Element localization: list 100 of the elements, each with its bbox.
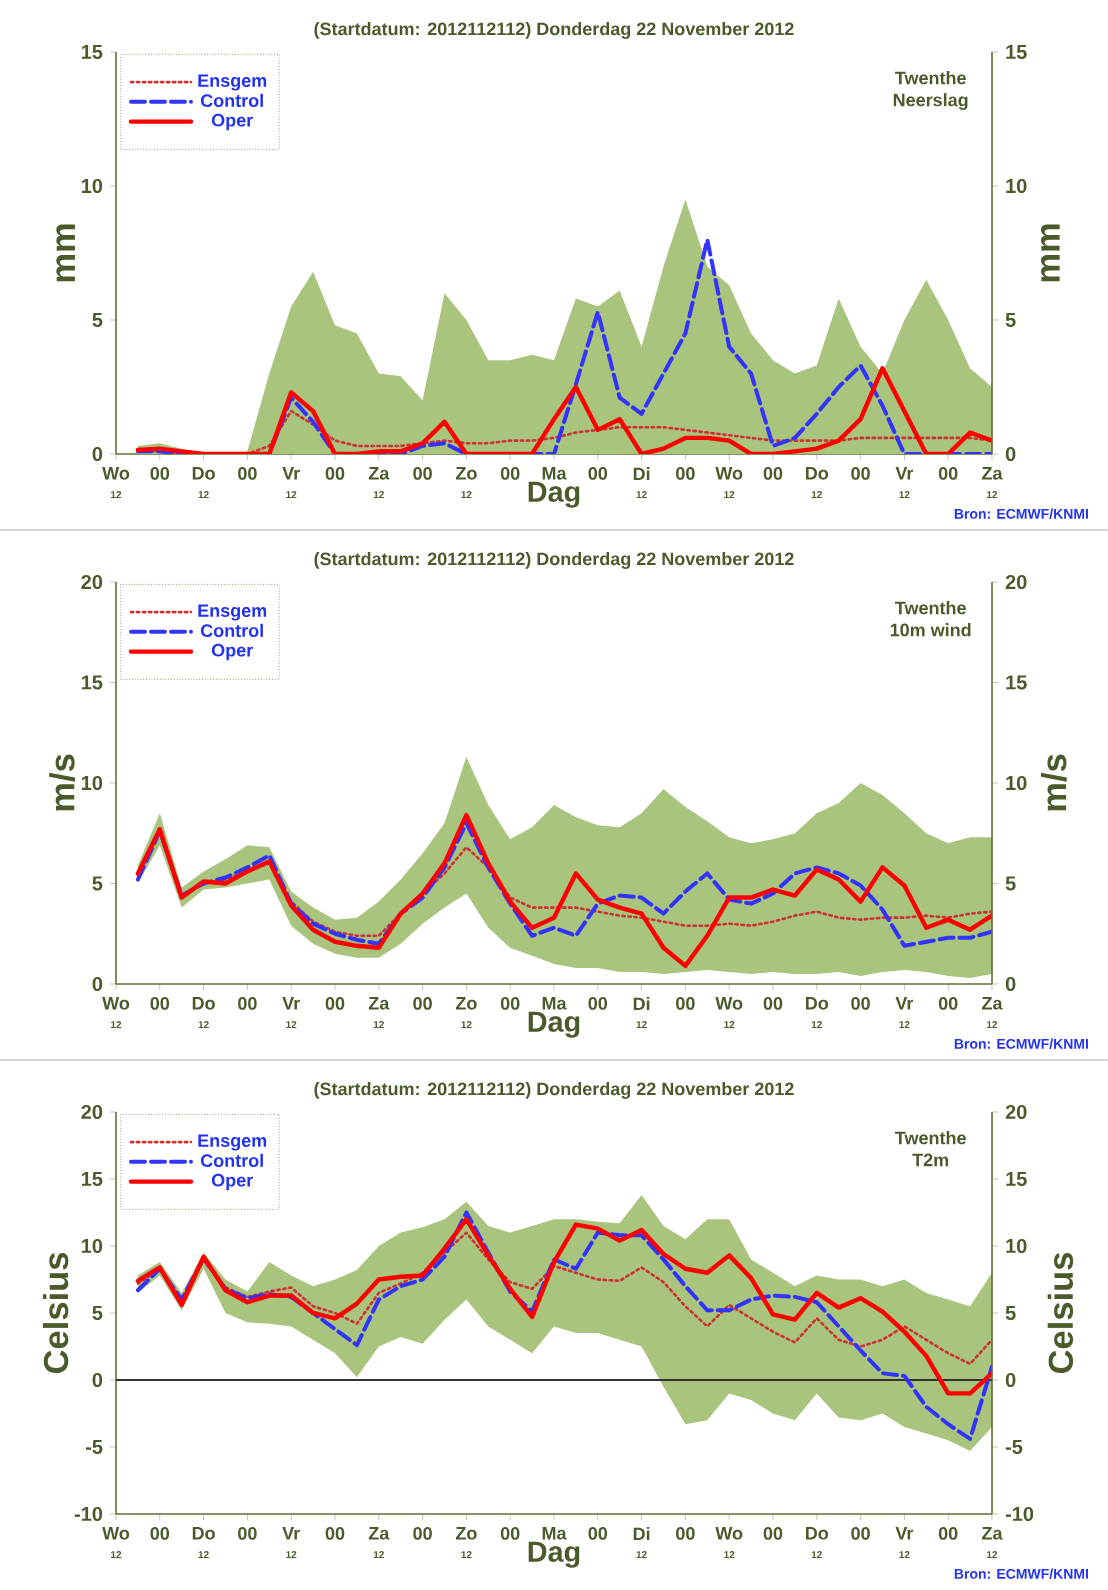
line-series (135, 812, 992, 969)
y-axis-title: Celsius (42, 1252, 69, 1374)
annotation: Twenthe (895, 71, 966, 85)
x-axis-title: Dag (528, 481, 580, 508)
x-tick-label: 00 (588, 1527, 608, 1540)
x-tick-label: 00 (413, 1527, 432, 1540)
x-tick-label: Do (805, 1527, 829, 1540)
y-tick-label: 15 (81, 1172, 103, 1186)
y2-tick-label: -10 (1005, 1506, 1034, 1522)
annotation: Twenthe (895, 601, 966, 615)
y-tick-label: 5 (92, 876, 103, 891)
y-axis-title: m/s (49, 754, 75, 811)
x-tick-label: Wo (102, 467, 130, 480)
x-tick-label: Wo (715, 997, 743, 1010)
y2-tick-label: 5 (1005, 1306, 1016, 1320)
y2-tick-label: 15 (1006, 45, 1027, 59)
y-axis-title: mm (56, 224, 75, 282)
legend-label: Ensgem (198, 604, 267, 621)
chart-title: (Startdatum: 2012112112) Donderdag 22 November 2012 (314, 552, 794, 569)
x-tick-label: 00 (150, 467, 170, 480)
x-tick-label: 00 (938, 467, 958, 480)
x-tick-label: 00 (325, 997, 345, 1010)
annotation: Neerslag (893, 93, 968, 110)
y-tick-label: -5 (85, 1439, 103, 1454)
y-tick-label: 20 (81, 1104, 103, 1120)
legend-label: Ensgem (198, 1134, 267, 1151)
x-tick-label: 00 (763, 1527, 783, 1540)
x-tick-label: Za (982, 997, 1003, 1010)
x-tick-label: Vr (282, 467, 300, 480)
x-tick-label: 00 (500, 997, 520, 1010)
x-tick-label: Vr (895, 1527, 914, 1540)
y-tick-label: -10 (74, 1506, 103, 1522)
y2-axis-title: m/s (1041, 754, 1067, 811)
x-tick-label: Do (192, 1527, 215, 1540)
y-tick-label: 0 (92, 446, 103, 462)
x-tick-label: Ma (542, 467, 567, 480)
x-tick-label: Zo (455, 1527, 477, 1540)
x-tick-label: Vr (895, 997, 914, 1010)
legend-label: Oper (211, 1173, 253, 1191)
x-tick-label: 00 (938, 997, 958, 1010)
x-tick-label: Za (982, 1527, 1003, 1540)
y-tick-label: 5 (92, 313, 103, 327)
chart-title: (Startdatum: 2012112112) Donderdag 22 November 2012 (314, 1082, 794, 1099)
x-axis-title: Dag (528, 1011, 580, 1038)
x-tick-label: 00 (500, 467, 520, 480)
y2-tick-label: 10 (1006, 178, 1027, 194)
y2-tick-label: 15 (1006, 675, 1027, 690)
legend-label: Control (200, 93, 263, 108)
y2-tick-label: 0 (1005, 1372, 1016, 1388)
x-tick-label: Zo (455, 467, 477, 480)
legend-label: Oper (211, 643, 253, 661)
x-tick-label: 00 (851, 467, 870, 480)
x-tick-label: Za (368, 467, 390, 480)
x-tick-label: Zo (455, 997, 477, 1010)
x-axis-title: Dag (528, 1541, 580, 1568)
x-tick-label: 00 (676, 1527, 695, 1540)
x-tick-label: 00 (238, 467, 257, 480)
x-tick-label: Vr (282, 997, 300, 1010)
y2-tick-label: 5 (1005, 876, 1016, 891)
annotation: 10m wind (890, 623, 971, 637)
x-tick-label: Wo (102, 997, 130, 1010)
y-tick-label: 0 (92, 1372, 103, 1388)
line-series (135, 1216, 992, 1396)
x-tick-label: Di (633, 997, 650, 1011)
y2-tick-label: 5 (1005, 313, 1016, 327)
x-tick-label: 00 (413, 997, 432, 1010)
x-tick-label: 00 (763, 467, 783, 480)
x-tick-label: 00 (325, 1527, 345, 1540)
legend-label: Control (200, 623, 263, 638)
x-tick-label: Za (982, 467, 1003, 480)
x-tick-label: Do (805, 997, 829, 1010)
y-tick-label: 10 (81, 1238, 103, 1254)
x-tick-label: Wo (715, 1527, 743, 1540)
y2-tick-label: 15 (1006, 1172, 1027, 1186)
y-tick-label: 5 (92, 1306, 103, 1320)
x-tick-label: 00 (325, 467, 345, 480)
x-tick-label: Vr (895, 467, 914, 480)
chart-title: (Startdatum: 2012112112) Donderdag 22 November 2012 (314, 22, 794, 39)
x-tick-label: 00 (938, 1527, 958, 1540)
y2-tick-label: 0 (1005, 446, 1016, 462)
y2-axis-title: Celsius (1047, 1252, 1074, 1374)
x-tick-label: Wo (715, 467, 743, 480)
legend-label: Ensgem (198, 74, 267, 91)
annotation: T2m (912, 1153, 949, 1167)
y-tick-label: 15 (81, 45, 103, 59)
legend-label: Control (200, 1153, 263, 1168)
x-tick-label: 00 (500, 1527, 520, 1540)
x-tick-label: 00 (676, 997, 695, 1010)
y2-tick-label: 20 (1005, 574, 1027, 590)
y-tick-label: 20 (81, 574, 103, 590)
annotation: Twenthe (895, 1131, 966, 1145)
x-tick-label: Ma (542, 1527, 567, 1540)
y-tick-label: 10 (81, 178, 103, 194)
x-tick-label: 00 (238, 1527, 257, 1540)
y2-tick-label: -5 (1005, 1439, 1023, 1454)
x-tick-label: Do (805, 467, 829, 480)
x-tick-label: 00 (588, 467, 608, 480)
x-tick-label: Di (633, 1527, 650, 1541)
x-tick-label: 00 (851, 997, 870, 1010)
x-tick-label: Za (368, 1527, 390, 1540)
